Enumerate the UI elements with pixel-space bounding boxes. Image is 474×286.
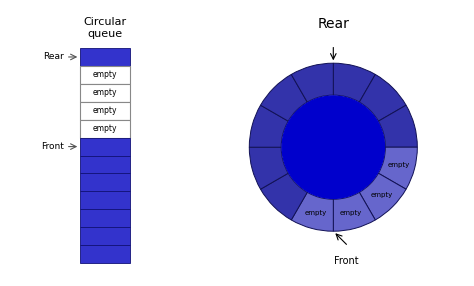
- Text: empty: empty: [93, 70, 118, 80]
- Wedge shape: [378, 147, 417, 189]
- Wedge shape: [292, 63, 333, 102]
- Bar: [80, 84, 130, 102]
- Text: empty: empty: [93, 106, 118, 115]
- Wedge shape: [378, 105, 417, 147]
- Bar: [80, 48, 130, 66]
- Text: Rear: Rear: [43, 52, 64, 61]
- Text: Front: Front: [334, 257, 358, 267]
- Text: Front: Front: [41, 142, 64, 151]
- Wedge shape: [261, 173, 307, 220]
- Bar: [80, 227, 130, 245]
- Wedge shape: [333, 192, 375, 231]
- Bar: [80, 156, 130, 174]
- Bar: [80, 209, 130, 227]
- Text: empty: empty: [93, 124, 118, 133]
- Wedge shape: [359, 74, 406, 121]
- Bar: [80, 138, 130, 156]
- Bar: [80, 191, 130, 209]
- Text: empty: empty: [388, 162, 410, 168]
- Wedge shape: [261, 74, 307, 121]
- Text: empty: empty: [340, 210, 362, 216]
- Bar: [80, 102, 130, 120]
- Text: empty: empty: [370, 192, 392, 198]
- Circle shape: [282, 96, 384, 198]
- Bar: [80, 120, 130, 138]
- Bar: [80, 66, 130, 84]
- Wedge shape: [359, 173, 406, 220]
- Bar: [80, 174, 130, 191]
- Wedge shape: [292, 192, 333, 231]
- Wedge shape: [333, 63, 375, 102]
- Wedge shape: [249, 105, 288, 147]
- Text: empty: empty: [305, 210, 327, 216]
- Text: Circular
queue: Circular queue: [84, 17, 127, 39]
- Wedge shape: [249, 147, 288, 189]
- Text: Rear: Rear: [318, 17, 349, 31]
- Bar: [80, 245, 130, 263]
- Text: empty: empty: [93, 88, 118, 97]
